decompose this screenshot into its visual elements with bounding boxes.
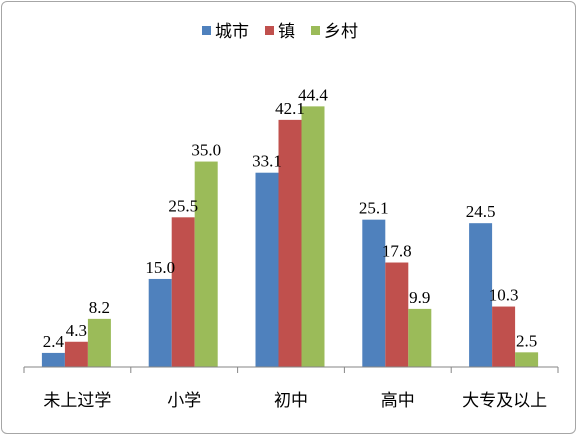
data-label: 10.3 bbox=[489, 286, 519, 305]
legend-swatch bbox=[311, 26, 320, 35]
data-label: 25.1 bbox=[359, 199, 389, 218]
bar bbox=[301, 106, 325, 367]
category-label: 未上过学 bbox=[43, 391, 111, 411]
data-label: 8.2 bbox=[89, 298, 110, 317]
category-label: 高中 bbox=[381, 391, 415, 411]
data-label: 33.1 bbox=[252, 152, 282, 171]
data-label: 9.9 bbox=[409, 288, 430, 307]
data-label: 15.0 bbox=[145, 258, 175, 277]
bar bbox=[362, 219, 386, 367]
bar bbox=[408, 308, 432, 367]
bar bbox=[515, 352, 539, 367]
legend-swatch bbox=[265, 26, 274, 35]
data-label: 42.1 bbox=[275, 99, 305, 118]
x-axis-ticks bbox=[23, 367, 559, 373]
bar bbox=[278, 119, 302, 367]
legend-label: 城市 bbox=[215, 22, 249, 42]
bar bbox=[148, 278, 172, 367]
x-axis-categories: 未上过学 小学 初中 高中 大专及以上 bbox=[43, 391, 547, 411]
value-labels-layer: 2.44.38.2 15.0 25.5 35.0 33.1 42.144.4 25.1 17.… bbox=[43, 85, 537, 351]
data-label: 17.8 bbox=[382, 242, 412, 261]
legend: 城市 镇 乡村 bbox=[202, 22, 358, 42]
legend-label: 镇 bbox=[278, 22, 295, 42]
bar bbox=[194, 161, 218, 367]
bar bbox=[87, 318, 111, 367]
bar bbox=[492, 306, 516, 367]
legend-label: 乡村 bbox=[324, 22, 358, 42]
category-label: 初中 bbox=[274, 391, 308, 411]
bar bbox=[385, 262, 409, 367]
bar bbox=[64, 341, 88, 367]
bar bbox=[171, 217, 195, 367]
category-label: 小学 bbox=[167, 391, 201, 411]
data-label: 25.5 bbox=[168, 196, 198, 215]
data-label: 2.5 bbox=[516, 331, 537, 350]
data-label: 35.0 bbox=[191, 141, 221, 160]
data-label: 2.4 bbox=[43, 332, 65, 351]
bar bbox=[255, 172, 279, 367]
category-label: 大专及以上 bbox=[462, 391, 547, 411]
bars-layer bbox=[41, 106, 539, 367]
data-label: 4.3 bbox=[66, 321, 87, 340]
data-label: 44.4 bbox=[298, 85, 328, 104]
bar bbox=[41, 352, 65, 367]
data-label: 24.5 bbox=[466, 202, 496, 221]
legend-swatch bbox=[202, 26, 211, 35]
bar bbox=[469, 223, 493, 367]
